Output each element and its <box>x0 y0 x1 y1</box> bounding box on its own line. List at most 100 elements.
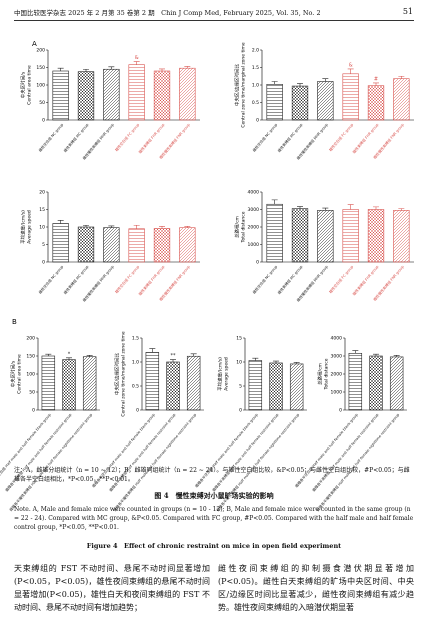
x-tick-label: 雌性空白组 NC group <box>251 264 278 295</box>
y-tick-label: 150 <box>26 354 35 360</box>
y-tick-label: 10 <box>39 225 45 231</box>
bar <box>389 356 404 411</box>
bar <box>166 361 180 411</box>
annotation: & <box>135 55 139 61</box>
y-label-en: Average speed <box>224 357 230 391</box>
bar <box>342 73 359 121</box>
bar <box>52 70 69 121</box>
bar <box>103 227 120 263</box>
y-label-zh: 中央区/边缘区时间比 <box>234 63 241 106</box>
panel-label: B <box>12 318 17 326</box>
error-bar <box>133 61 140 65</box>
y-tick-label: 4000 <box>248 190 260 196</box>
y-axis-label: 中央区时间/s Central area time <box>10 354 23 394</box>
y-tick-label: 100 <box>36 83 45 89</box>
y-tick-label: 1.0 <box>132 360 139 366</box>
y-tick-label: 200 <box>36 48 45 54</box>
x-tick-label: 雌性束缚组 MC group <box>276 264 304 296</box>
bar <box>103 68 120 121</box>
error-bar <box>159 226 165 229</box>
error-bar <box>373 206 379 210</box>
error-bar <box>271 199 278 205</box>
x-tick-label: 雌性空白组 NC group <box>251 122 278 153</box>
y-label-en: Average speed <box>27 210 33 244</box>
y-tick-label: 5 <box>239 384 242 390</box>
error-bar <box>66 357 72 360</box>
x-tick-label: 雄性空白组 FC group <box>328 122 355 153</box>
bar <box>289 363 304 411</box>
error-bar <box>347 68 354 74</box>
y-tick-label: 1.5 <box>132 336 139 342</box>
bar <box>266 84 283 121</box>
error-bar <box>373 353 379 356</box>
y-label-en: Total distance <box>324 358 330 390</box>
bar <box>41 355 56 411</box>
y-label-zh: 平均速度/(cm/s) <box>217 357 224 391</box>
error-bar <box>297 206 303 209</box>
y-axis-label: 平均速度/(cm/s) Average speed <box>217 357 230 391</box>
body-column: 天束缚组的 FST 不动时间、悬尾不动时间显著增加(P<0.05，P<0.05)… <box>14 564 210 612</box>
bar <box>317 210 334 263</box>
error-bar <box>322 207 329 211</box>
y-tick-label: 50 <box>39 100 45 106</box>
x-tick-label: 雄性束缚组 FHR group <box>351 264 380 297</box>
x-tick-label: 雌性空白组 NC group <box>37 122 64 153</box>
error-bar <box>393 354 400 357</box>
y-tick-label: 1000 <box>248 242 260 248</box>
y-tick-label: 0 <box>42 118 45 124</box>
bar <box>291 85 309 121</box>
error-bar <box>108 66 115 70</box>
y-tick-label: 100 <box>26 372 35 378</box>
y-tick-label: 200 <box>26 336 35 342</box>
error-bar <box>184 66 191 69</box>
y-axis-label: 总路程/cm Total distance <box>317 358 330 390</box>
bar <box>186 355 201 411</box>
y-label-zh: 中央区时间/s <box>20 71 27 98</box>
error-bar <box>159 68 165 71</box>
error-bar <box>352 350 359 354</box>
annotation: * <box>68 351 71 357</box>
error-bar <box>252 357 259 361</box>
x-tick-label: 雌性空白组 NC group <box>37 264 64 295</box>
body-column: 雌性夜间束缚组的抑制摄食潜伏期显著增加(P<0.05)。雌性白天束缚组的旷场中央… <box>218 564 414 612</box>
error-bar <box>398 75 405 79</box>
note-en: Note. A, Male and female mice were count… <box>14 506 414 531</box>
x-tick-label: 雄性空白组 FC group <box>328 264 355 295</box>
y-label-en: Central area time <box>27 65 33 105</box>
y-label-zh: 中央区/边缘区时间比 <box>114 352 121 395</box>
y-tick-label: 15 <box>39 207 45 213</box>
error-bar <box>57 220 64 224</box>
y-tick-label: 3000 <box>248 207 260 213</box>
y-tick-label: 1.5 <box>252 65 259 71</box>
x-tick-label: 雌性束缚组 MC group <box>62 122 90 154</box>
note-zh: 注：A，雌雄分组统计（n = 10 ~ 12）；B，雌雄同组统计（n = 22 … <box>14 467 410 483</box>
bar <box>179 67 196 121</box>
y-label-en: Central zone time/marginal zone time <box>121 331 127 417</box>
y-label-en: Central area time <box>17 354 23 394</box>
y-tick-label: 10 <box>236 360 242 366</box>
y-tick-label: 0 <box>32 408 35 414</box>
bar <box>348 352 363 411</box>
annotation: & <box>349 62 353 68</box>
y-tick-label: 20 <box>39 190 45 196</box>
bar <box>266 203 283 263</box>
error-bar <box>86 354 93 357</box>
y-label-en: Central zone time/marginal zone time <box>241 42 247 128</box>
bar <box>52 223 69 263</box>
bar <box>128 64 145 121</box>
error-bar <box>184 226 191 228</box>
bar <box>342 209 359 263</box>
bar <box>248 360 263 411</box>
x-tick-label: 雌性束缚组 MC group <box>276 122 304 154</box>
y-tick-label: 0 <box>339 408 342 414</box>
bar <box>145 352 160 411</box>
error-bar <box>373 82 379 86</box>
y-tick-label: 0 <box>42 260 45 266</box>
error-bar <box>273 360 279 363</box>
y-tick-label: 0 <box>256 260 259 266</box>
journal-header: 中国比较医学杂志 2025 年 2 月第 35 卷第 2 期 Chin J Co… <box>14 9 321 17</box>
error-bar <box>133 224 140 229</box>
x-tick-label: 雌性束缚组 MC group <box>62 264 90 296</box>
title-zh: 图 4 慢性束缚对小鼠旷场实验的影响 <box>154 491 274 500</box>
y-tick-label: 4000 <box>331 336 343 342</box>
